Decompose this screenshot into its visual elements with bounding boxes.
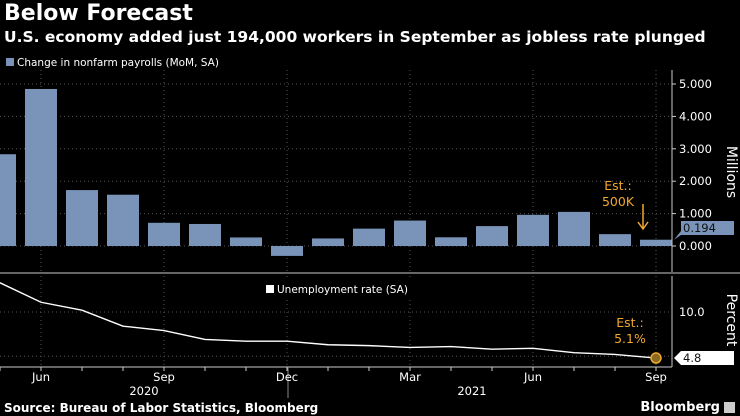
chart-icon bbox=[724, 402, 735, 413]
x-tick-label: Jun bbox=[523, 370, 542, 384]
legend-payrolls: Change in nonfarm payrolls (MoM, SA) bbox=[17, 57, 219, 69]
bar-sep-2021 bbox=[640, 239, 672, 246]
legend-swatch bbox=[266, 285, 274, 293]
bar-dec-2020 bbox=[271, 246, 303, 256]
legend-unemployment: Unemployment rate (SA) bbox=[277, 284, 408, 296]
bar-may-2021 bbox=[476, 226, 508, 246]
x-tick-label: Mar bbox=[399, 370, 421, 384]
x-tick-label: Sep bbox=[645, 370, 667, 384]
bar-jun-2020 bbox=[25, 88, 57, 247]
bar-aug-2020 bbox=[107, 194, 139, 246]
year-label: 2021 bbox=[457, 384, 486, 398]
bar-may-2020 bbox=[0, 154, 16, 246]
last-rate-tag bbox=[674, 351, 734, 366]
bar-jul-2020 bbox=[66, 190, 98, 246]
y-tick-label: 1.000 bbox=[679, 207, 712, 221]
bar-jan-2021 bbox=[312, 238, 344, 246]
y-axis-title-lower: Percent bbox=[723, 294, 739, 347]
last-rate-label: 4.8 bbox=[683, 351, 701, 365]
bar-mar-2021 bbox=[394, 220, 426, 246]
unemployment-line bbox=[0, 282, 657, 359]
legend-box bbox=[262, 280, 422, 300]
x-tick-label: Jun bbox=[31, 370, 50, 384]
last-value-label: 0.194 bbox=[683, 221, 716, 235]
payrolls-estimate-label: Est.: bbox=[604, 178, 632, 193]
y-tick-label: 2.000 bbox=[679, 174, 712, 188]
y-tick-label: 3.000 bbox=[679, 142, 712, 156]
legend-swatch bbox=[6, 58, 14, 66]
x-tick-label: Sep bbox=[153, 370, 175, 384]
rate-estimate-value: 5.1% bbox=[614, 331, 646, 346]
bar-apr-2021 bbox=[435, 237, 467, 246]
payrolls-estimate-value: 500K bbox=[602, 194, 635, 209]
chart-subtitle: U.S. economy added just 194,000 workers … bbox=[4, 28, 706, 46]
last-value-tag bbox=[674, 221, 734, 240]
bar-aug-2021 bbox=[599, 234, 631, 246]
estimate-arrowhead-icon bbox=[637, 221, 649, 231]
year-label: 2020 bbox=[129, 384, 158, 398]
last-point-marker bbox=[650, 352, 662, 364]
bar-jun-2021 bbox=[517, 214, 549, 246]
bar-sep-2020 bbox=[148, 222, 180, 246]
bar-feb-2021 bbox=[353, 228, 385, 246]
y-tick-label: 10.0 bbox=[679, 305, 705, 319]
bar-oct-2020 bbox=[189, 223, 221, 246]
y-tick-label: 5.000 bbox=[679, 77, 712, 91]
chart-title: Below Forecast bbox=[4, 1, 193, 26]
y-axis-title-upper: Millions bbox=[723, 146, 739, 198]
bloomberg-logo: Bloomberg bbox=[640, 400, 720, 415]
source-note: Source: Bureau of Labor Statistics, Bloo… bbox=[4, 401, 319, 415]
bar-nov-2020 bbox=[230, 237, 262, 246]
bar-jul-2021 bbox=[558, 211, 590, 246]
rate-estimate-label: Est.: bbox=[616, 315, 644, 330]
x-tick-label: Dec bbox=[276, 370, 298, 384]
y-tick-label: 4.000 bbox=[679, 109, 712, 123]
y-tick-label: 0.000 bbox=[679, 239, 712, 253]
